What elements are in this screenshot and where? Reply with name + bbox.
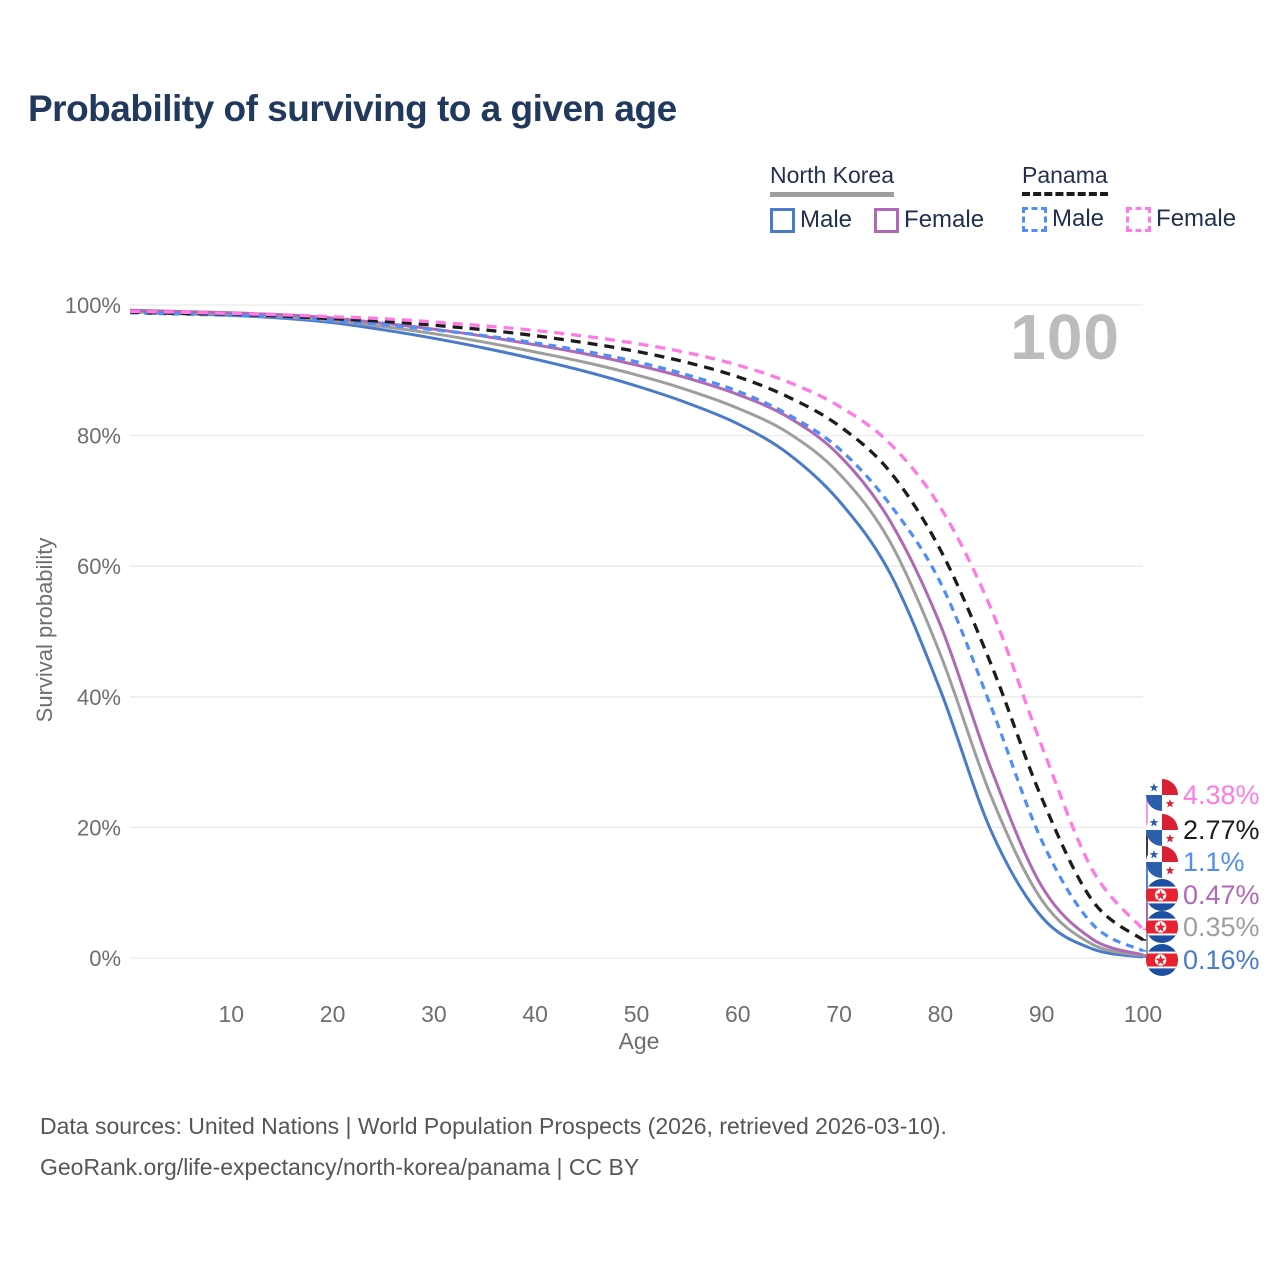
panama-flag-icon <box>1146 846 1178 878</box>
end-label-north-korea-male: 0.16% <box>1146 944 1260 976</box>
data-source-line1: Data sources: United Nations | World Pop… <box>40 1113 947 1139</box>
end-label-value: 0.35% <box>1183 911 1260 942</box>
curve-north-korea-all <box>129 309 1144 958</box>
y-tick-label: 80% <box>77 424 121 449</box>
x-axis-label: Age <box>618 1028 660 1054</box>
y-tick-label: 0% <box>89 946 121 971</box>
x-tick-label: 60 <box>725 1001 751 1027</box>
legend-item-panama-female[interactable]: Female <box>1126 205 1236 233</box>
north-korea-flag-icon <box>1146 911 1178 943</box>
legend-item-label: Female <box>904 206 985 233</box>
legend-group-panama: Panama Male Female <box>1022 162 1236 233</box>
legend-items-panama: Male Female <box>1022 205 1236 233</box>
page-title: Probability of surviving to a given age <box>28 88 677 129</box>
x-tick-labels: 10 20 30 40 50 60 70 80 90 100 <box>219 1001 1163 1027</box>
curve-north-korea-female <box>129 308 1144 957</box>
x-tick-label: 100 <box>1124 1001 1162 1027</box>
x-tick-label: 70 <box>826 1001 852 1027</box>
dashed-line-swatch-icon <box>1022 206 1047 232</box>
legend-item-label: Male <box>1052 205 1105 232</box>
survival-curves <box>129 308 1145 959</box>
curve-panama-all <box>129 310 1145 942</box>
legend-item-north-korea-female[interactable]: Female <box>874 206 984 234</box>
end-label-panama-male: 1.1% <box>1146 846 1245 878</box>
legend-items-north-korea: Male Female <box>770 206 984 234</box>
end-label-north-korea-all: 0.35% <box>1146 911 1260 943</box>
line-swatch-icon <box>770 207 795 233</box>
y-tick-label: 20% <box>77 815 121 840</box>
end-label-value: 1.1% <box>1183 846 1245 877</box>
data-source-line2: GeoRank.org/life-expectancy/north-korea/… <box>40 1154 640 1180</box>
legend-group-north-korea: North Korea Male Female <box>770 162 984 234</box>
curve-north-korea-male <box>129 310 1144 959</box>
end-label-panama-all: 2.77% <box>1146 814 1260 846</box>
y-axis-label: Survival probability <box>32 537 57 723</box>
data-source-note: Data sources: United Nations | World Pop… <box>40 1106 947 1188</box>
x-tick-label: 40 <box>522 1001 548 1027</box>
legend-header-panama: Panama <box>1022 162 1108 196</box>
curve-panama-female <box>129 309 1145 931</box>
end-label-value: 2.77% <box>1183 814 1260 845</box>
legend-item-label: Male <box>800 206 853 233</box>
line-swatch-icon <box>874 207 900 233</box>
x-tick-label: 50 <box>624 1001 650 1027</box>
curve-panama-male <box>129 311 1144 953</box>
legend-header-north-korea: North Korea <box>770 162 895 197</box>
legend-item-north-korea-male[interactable]: Male <box>770 206 852 234</box>
x-tick-label: 20 <box>320 1001 346 1027</box>
end-label-value: 0.47% <box>1183 879 1260 910</box>
hover-age-watermark: 100 <box>1010 301 1120 373</box>
x-tick-label: 30 <box>421 1001 447 1027</box>
gridlines: 0% 20% 40% 60% 80% 100% <box>65 293 1143 971</box>
y-tick-label: 40% <box>77 685 121 710</box>
north-korea-flag-icon <box>1146 879 1178 911</box>
panama-flag-icon <box>1146 814 1178 846</box>
y-tick-label: 60% <box>77 554 121 579</box>
x-tick-label: 90 <box>1029 1001 1055 1027</box>
end-label-value: 4.38% <box>1183 779 1260 810</box>
north-korea-flag-icon <box>1146 944 1178 976</box>
end-label-north-korea-female: 0.47% <box>1146 879 1260 911</box>
end-label-value: 0.16% <box>1183 944 1260 975</box>
dashed-line-swatch-icon <box>1126 206 1152 232</box>
legend-item-label: Female <box>1156 205 1237 232</box>
x-tick-label: 80 <box>928 1001 954 1027</box>
y-tick-label: 100% <box>65 293 121 318</box>
legend-item-panama-male[interactable]: Male <box>1022 205 1104 233</box>
panama-flag-icon <box>1146 779 1178 811</box>
x-tick-label: 10 <box>219 1001 245 1027</box>
end-label-panama-female: 4.38% <box>1146 779 1260 811</box>
